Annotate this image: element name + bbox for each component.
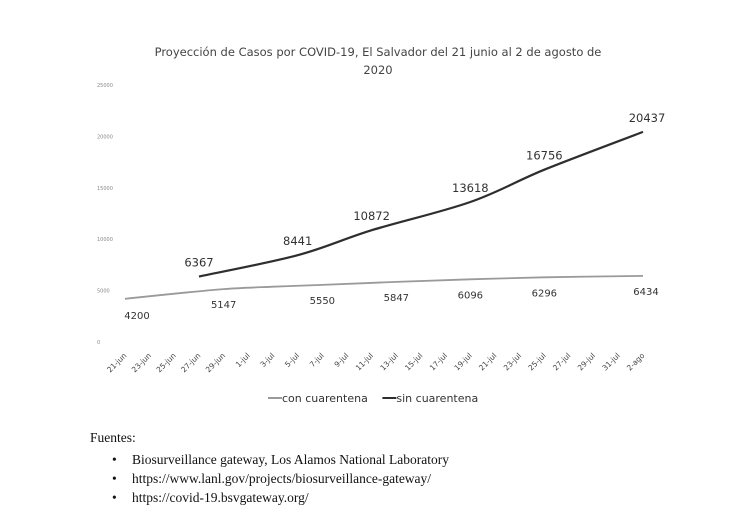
- x-tick-label: 27-jul: [551, 351, 572, 372]
- data-label: 5847: [384, 293, 409, 304]
- series-line-sin-cuarentena: [198, 130, 644, 278]
- data-label: 16756: [526, 149, 563, 163]
- data-label: 6096: [458, 290, 483, 301]
- chart-title-line-1: Proyección de Casos por COVID-19, El Sal…: [155, 45, 602, 59]
- data-label: 13618: [452, 181, 489, 195]
- x-tick-label: 2-ago: [625, 351, 647, 373]
- x-tick-label: 13-jul: [378, 351, 399, 372]
- series-line-con-cuarentena: [124, 275, 644, 300]
- legend-label: sin cuarentena: [396, 392, 478, 405]
- sources-heading: Fuentes:: [90, 430, 136, 445]
- x-tick-label: 29-jul: [576, 351, 597, 372]
- x-tick-label: 11-jul: [354, 351, 375, 372]
- x-tick-label: 21-jul: [477, 351, 498, 372]
- data-label: 10872: [353, 209, 390, 223]
- x-tick-label: 9-jul: [332, 351, 350, 369]
- data-label: 6434: [633, 287, 658, 298]
- x-tick-label: 27-jun: [179, 351, 202, 374]
- x-tick-label: 5-jul: [283, 351, 301, 369]
- y-tick-label: 15000: [97, 186, 113, 192]
- y-tick-label: 25000: [97, 83, 113, 89]
- sources-list: Biosurveillance gateway, Los Alamos Nati…: [90, 450, 449, 507]
- x-tick-label: 7-jul: [308, 351, 326, 369]
- data-label: 6296: [532, 288, 557, 299]
- legend-label: con cuarentena: [282, 392, 368, 405]
- sources-block: Fuentes: Biosurveillance gateway, Los Al…: [90, 430, 449, 507]
- y-tick-label: 0: [97, 340, 100, 346]
- source-item: https://www.lanl.gov/projects/biosurveil…: [112, 469, 449, 488]
- y-tick-label: 5000: [97, 289, 110, 295]
- y-tick-label: 10000: [97, 237, 113, 243]
- data-label: 20437: [629, 111, 666, 125]
- x-tick-label: 29-jun: [204, 351, 227, 374]
- x-tick-label: 1-jul: [234, 351, 252, 369]
- line-chart: Proyección de Casos por COVID-19, El Sal…: [97, 45, 666, 405]
- x-tick-label: 21-jun: [105, 351, 128, 374]
- data-label: 5147: [211, 300, 236, 311]
- data-label: 5550: [310, 296, 335, 307]
- source-item: Biosurveillance gateway, Los Alamos Nati…: [112, 450, 449, 469]
- x-tick-label: 23-jun: [130, 351, 153, 374]
- x-tick-label: 17-jul: [428, 351, 449, 372]
- x-tick-label: 23-jul: [502, 351, 523, 372]
- chart-title-line-2: 2020: [363, 63, 392, 77]
- x-tick-label: 19-jul: [452, 351, 473, 372]
- x-tick-label: 3-jul: [258, 351, 276, 369]
- y-tick-label: 20000: [97, 134, 113, 140]
- x-tick-label: 31-jul: [600, 351, 621, 372]
- data-label: 6367: [184, 256, 213, 270]
- data-label: 4200: [124, 311, 149, 322]
- source-item: https://covid-19.bsvgateway.org/: [112, 488, 449, 507]
- chart-legend: con cuarentena sin cuarentena: [268, 392, 478, 405]
- x-tick-label: 25-jul: [526, 351, 547, 372]
- x-tick-label: 25-jun: [155, 351, 178, 374]
- x-tick-label: 15-jul: [403, 351, 424, 372]
- data-label: 8441: [283, 234, 312, 248]
